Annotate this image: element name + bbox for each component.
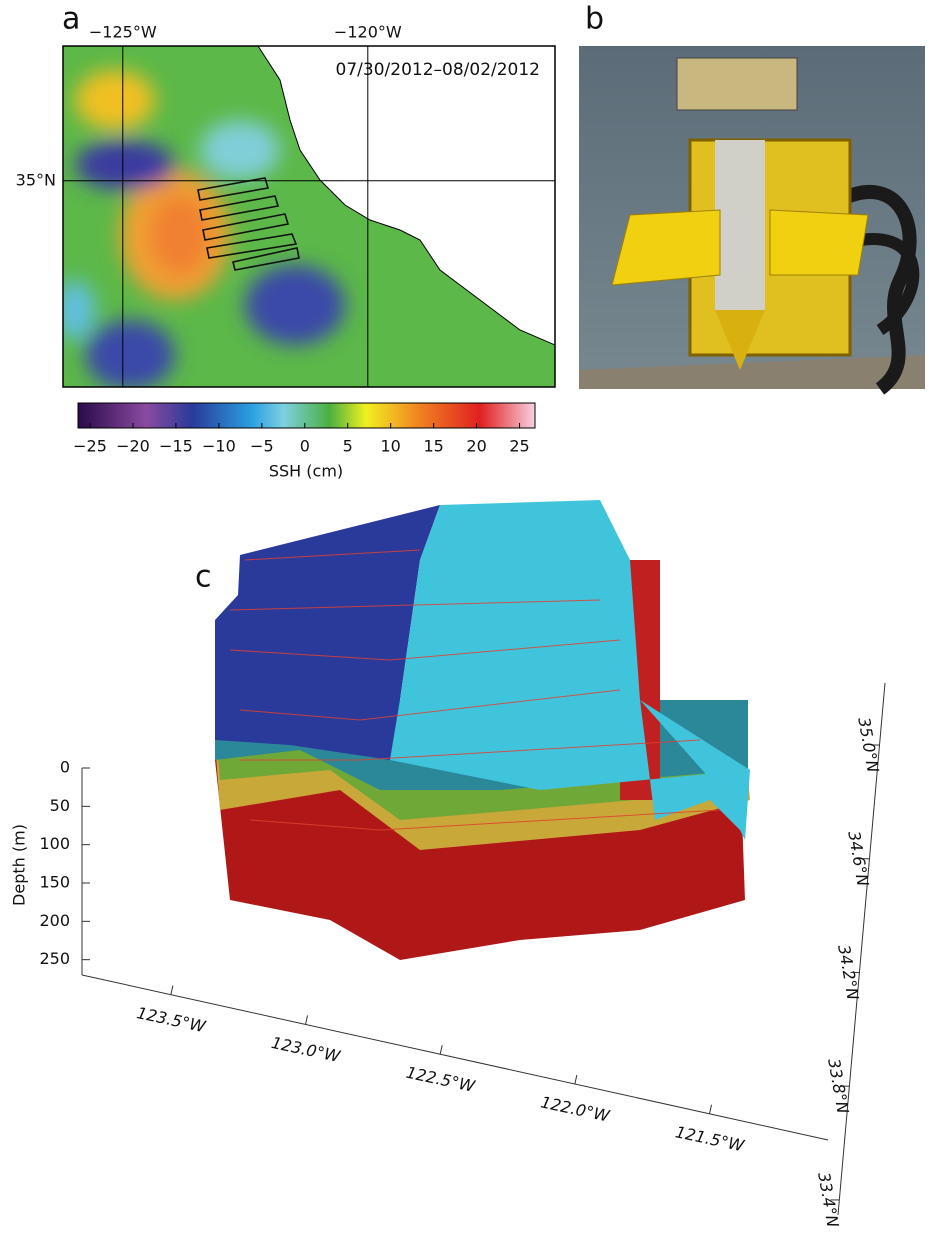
colorbar-tick-label: 15 xyxy=(423,437,443,456)
colorbar-tick-label: 10 xyxy=(381,437,401,456)
colorbar-tick-label: −25 xyxy=(73,437,107,456)
depth-tick-label: 250 xyxy=(39,949,70,968)
lon-tick-label: 122.5°W xyxy=(404,1063,477,1096)
instrument-photo xyxy=(579,46,925,395)
lat-axis xyxy=(837,682,886,1216)
colorbar-tick-label: −15 xyxy=(159,437,193,456)
lat-tick-label: 35°N xyxy=(16,170,56,189)
depth-tick-label: 100 xyxy=(39,834,70,853)
lon-tick xyxy=(170,985,174,995)
colorbar-tick-label: 20 xyxy=(466,437,486,456)
lon-tick-label: 123.0°W xyxy=(270,1033,343,1066)
colorbar-tick-label: −10 xyxy=(202,437,236,456)
lon-tick xyxy=(574,1074,578,1085)
lat-tick-label: 33.8°N xyxy=(824,1057,852,1115)
panel-label: c xyxy=(195,560,212,595)
map-frame xyxy=(62,45,556,388)
3d-surface xyxy=(215,500,750,960)
panel-label: a xyxy=(62,2,80,37)
colorbar-tick-label: −5 xyxy=(250,437,274,456)
lon-axis xyxy=(81,974,829,1141)
colorbar-tick-label: 25 xyxy=(509,437,529,456)
lon-tick-label: −125°W xyxy=(89,23,157,42)
colorbar-tick-label: 0 xyxy=(300,437,310,456)
colorbar xyxy=(77,402,536,429)
depth-tick-label: 0 xyxy=(60,758,70,777)
lon-tick xyxy=(709,1104,712,1114)
colorbar-tick-label: 5 xyxy=(343,437,353,456)
lat-tick-label: 35.0°N xyxy=(854,716,882,774)
colorbar-tick-label: −20 xyxy=(116,437,150,456)
depth-tick-label: 150 xyxy=(39,873,70,892)
depth-axis-label: Depth (m) xyxy=(10,824,29,906)
lat-tick-label: 33.4°N xyxy=(814,1171,842,1229)
lon-tick-label: −120°W xyxy=(334,23,402,42)
lon-tick-label: 121.5°W xyxy=(674,1122,747,1155)
lat-tick-label: 34.2°N xyxy=(834,943,862,1001)
depth-tick-label: 200 xyxy=(39,911,70,930)
ssh-map xyxy=(63,46,555,387)
lat-tick-label: 34.6°N xyxy=(844,830,872,888)
lon-tick-label: 122.0°W xyxy=(539,1092,612,1125)
date-range: 07/30/2012–08/02/2012 xyxy=(336,60,540,80)
lon-tick xyxy=(439,1045,443,1055)
depth-tick-label: 50 xyxy=(50,796,70,815)
lon-tick xyxy=(305,1015,309,1025)
panel-label: b xyxy=(585,2,604,37)
colorbar-label: SSH (cm) xyxy=(269,462,343,481)
lon-tick-label: 123.5°W xyxy=(135,1003,208,1036)
